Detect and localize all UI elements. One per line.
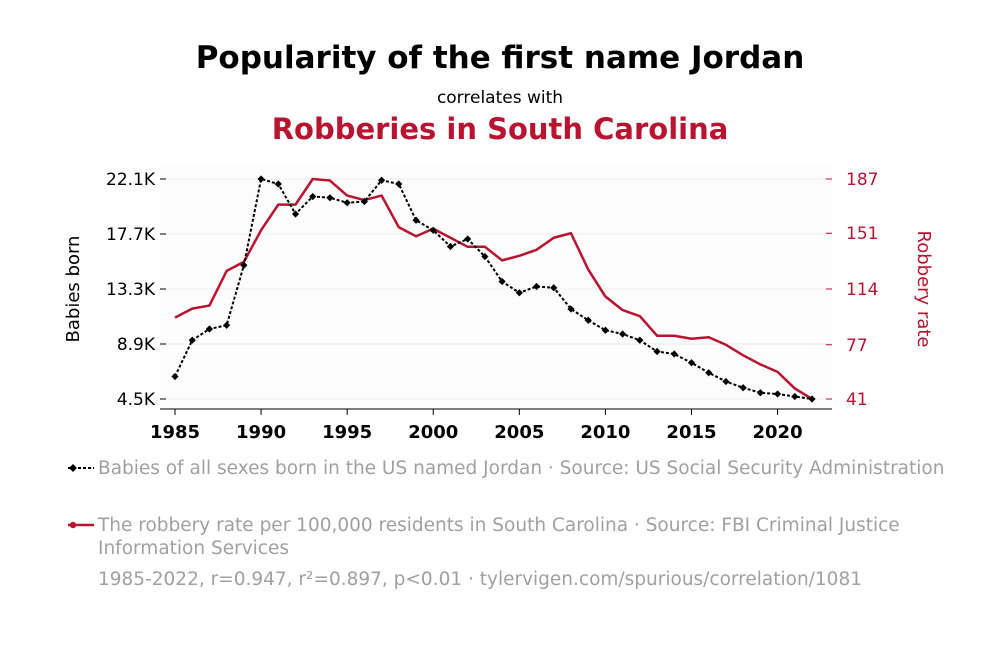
series-point-babies [756, 389, 764, 397]
series-point-babies [601, 326, 610, 334]
chart-title: Popularity of the first name Jordan [195, 40, 805, 76]
series-point-babies [584, 316, 592, 324]
x-tick-label: 2005 [494, 422, 544, 443]
series-point-babies [498, 277, 506, 286]
x-tick-label: 2020 [753, 422, 803, 443]
series-point-babies [636, 336, 644, 344]
y-left-tick-label: 8.9K [117, 335, 156, 355]
x-tick-label: 2000 [408, 422, 458, 443]
y-left-axis-label: Babies born [63, 236, 84, 343]
series-point-babies [808, 395, 816, 403]
y-right-axis-label: Robbery rate [913, 231, 934, 348]
y-right-tick-label: 41 [846, 390, 868, 410]
y-left-tick-label: 13.3K [106, 280, 156, 300]
series-point-babies [464, 235, 472, 243]
y-right-tick-label: 151 [846, 224, 878, 244]
series-point-babies [619, 330, 627, 338]
series-point-babies [205, 325, 214, 333]
series-point-babies [188, 336, 196, 344]
legend-swatch-robbery [68, 521, 94, 529]
legend-swatch-babies [68, 464, 94, 472]
series-point-babies [739, 384, 747, 392]
y-left-tick-label: 22.1K [106, 170, 156, 190]
x-tick-label: 2010 [580, 422, 630, 443]
series-point-babies [223, 321, 231, 329]
series-point-babies [722, 377, 730, 386]
x-tick-label: 2015 [666, 422, 716, 443]
series-point-babies [291, 210, 300, 218]
series-line-babies [174, 177, 813, 400]
series-point-babies [653, 347, 661, 356]
series-point-babies [257, 175, 265, 183]
series-point-babies [429, 226, 437, 234]
plot-background [160, 164, 832, 410]
series-point-babies [481, 252, 489, 261]
series-line-robbery [174, 177, 813, 401]
series-point-babies [343, 199, 351, 207]
series-point-babies [515, 289, 523, 297]
series-point-babies [240, 261, 248, 269]
chart-footer: 1985-2022, r=0.947, r²=0.897, p<0.01 · t… [98, 569, 862, 590]
legend-item-babies: Babies of all sexes born in the US named… [66, 457, 946, 480]
series-point-babies [670, 350, 678, 358]
series-point-babies [360, 197, 368, 206]
series-point-babies [446, 242, 455, 251]
x-tick-label: 1985 [150, 422, 200, 443]
series-point-babies [395, 180, 403, 188]
legend-item-robbery: The robbery rate per 100,000 residents i… [66, 514, 946, 560]
y-left-tick-label: 17.7K [106, 225, 156, 245]
series-point-babies [567, 305, 575, 313]
x-tick-label: 1995 [322, 422, 372, 443]
x-tick-label: 1990 [236, 422, 286, 443]
series-point-babies [274, 180, 282, 188]
y-right-tick-label: 187 [846, 170, 878, 190]
y-left-tick-label: 4.5K [117, 390, 156, 410]
chart-title-secondary: Robberies in South Carolina [271, 112, 729, 146]
chart-subtitle: correlates with [436, 88, 564, 108]
series-point-babies [171, 372, 179, 381]
series-point-babies [705, 369, 713, 377]
series-point-babies [326, 194, 334, 202]
y-right-tick-label: 114 [846, 280, 878, 300]
series-point-babies [377, 176, 386, 184]
series-point-babies [791, 392, 799, 401]
series-point-babies [550, 284, 558, 292]
series-point-babies [532, 282, 541, 291]
series-point-babies [687, 359, 696, 367]
series-point-babies [773, 390, 782, 398]
series-point-babies [412, 216, 420, 224]
legend-label-babies: Babies of all sexes born in the US named… [98, 458, 945, 479]
legend-label-robbery: The robbery rate per 100,000 residents i… [98, 515, 900, 559]
y-right-tick-label: 77 [846, 336, 868, 356]
series-point-babies [309, 192, 317, 201]
